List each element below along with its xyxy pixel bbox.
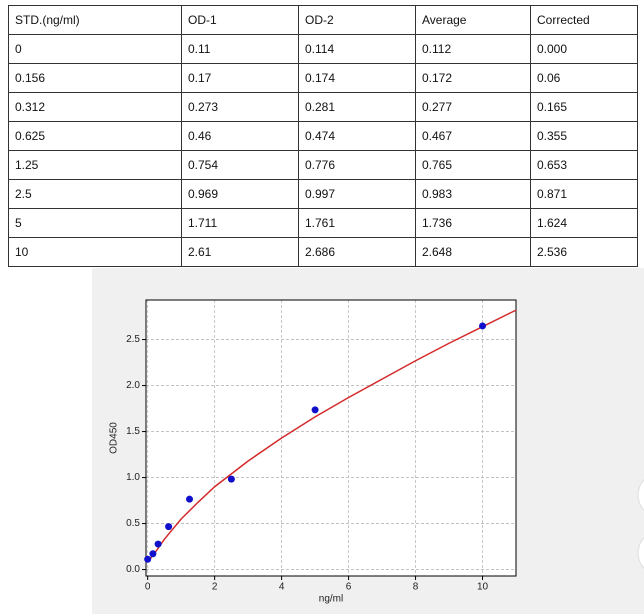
table-cell: 0.114 bbox=[298, 34, 416, 64]
y-tick-label: 1.0 bbox=[126, 472, 140, 483]
data-point bbox=[154, 540, 162, 548]
data-table: STD.(ng/ml) OD-1 OD-2 Average Corrected 0 0.11… bbox=[8, 5, 638, 267]
table-cell: 0.172 bbox=[415, 63, 531, 93]
y-tick-label: 0.0 bbox=[126, 564, 140, 575]
x-tick-label: 4 bbox=[279, 582, 285, 593]
side-button[interactable] bbox=[637, 473, 644, 517]
table-cell: 1.761 bbox=[298, 208, 416, 238]
x-tick-label: 6 bbox=[346, 582, 352, 593]
table-cell: 2.686 bbox=[298, 237, 416, 267]
x-tick-label: 2 bbox=[212, 582, 218, 593]
table-cell: Corrected bbox=[530, 5, 638, 35]
y-tick-label: 1.5 bbox=[126, 426, 140, 437]
plot-frame bbox=[145, 299, 517, 577]
table-cell: 2.648 bbox=[415, 237, 531, 267]
data-point bbox=[227, 475, 235, 483]
table-cell: OD-1 bbox=[181, 5, 299, 35]
y-axis-label: OD450 bbox=[109, 422, 120, 454]
x-axis-label: ng/ml bbox=[319, 594, 343, 605]
table-cell: 10 bbox=[8, 237, 182, 267]
data-point bbox=[165, 523, 173, 531]
header-row: STD.(ng/ml) OD-1 OD-2 Average Corrected bbox=[8, 5, 638, 35]
table-row: 5 1.711 1.761 1.736 1.624 bbox=[8, 208, 638, 238]
data-point bbox=[479, 322, 487, 330]
table-cell: 2.5 bbox=[8, 179, 182, 209]
table-cell: 2.536 bbox=[530, 237, 638, 267]
plot-area bbox=[146, 300, 516, 576]
data-point bbox=[186, 495, 194, 503]
table-row: 10 2.61 2.686 2.648 2.536 bbox=[8, 237, 638, 267]
table-cell: 0.312 bbox=[8, 92, 182, 122]
y-tick-label: 2.5 bbox=[126, 334, 140, 345]
table-cell: 2.61 bbox=[181, 237, 299, 267]
y-tick-label: 2.0 bbox=[126, 380, 140, 391]
table-cell: 0.467 bbox=[415, 121, 531, 151]
fit-curve bbox=[147, 309, 517, 563]
table-row: 0.312 0.273 0.281 0.277 0.165 bbox=[8, 92, 638, 122]
table-cell: 0.765 bbox=[415, 150, 531, 180]
table-cell: 0.281 bbox=[298, 92, 416, 122]
table-cell: 0.174 bbox=[298, 63, 416, 93]
y-tick-label: 0.5 bbox=[126, 518, 140, 529]
table-cell: 0.653 bbox=[530, 150, 638, 180]
data-point bbox=[149, 550, 157, 558]
side-button[interactable] bbox=[637, 531, 644, 575]
table-cell: Average bbox=[415, 5, 531, 35]
table-cell: 0.871 bbox=[530, 179, 638, 209]
table-cell: 0.754 bbox=[181, 150, 299, 180]
table-cell: STD.(ng/ml) bbox=[8, 5, 182, 35]
table-cell: 0.11 bbox=[181, 34, 299, 64]
data-point bbox=[144, 555, 152, 563]
x-tick-label: 10 bbox=[477, 582, 489, 593]
x-tick-label: 0 bbox=[145, 582, 151, 593]
x-tick-label: 8 bbox=[413, 582, 419, 593]
data-point bbox=[311, 406, 319, 414]
table-row: 0 0.11 0.114 0.112 0.000 bbox=[8, 34, 638, 64]
table-cell: 0.277 bbox=[415, 92, 531, 122]
table-cell: 1.624 bbox=[530, 208, 638, 238]
table-cell: 0.46 bbox=[181, 121, 299, 151]
